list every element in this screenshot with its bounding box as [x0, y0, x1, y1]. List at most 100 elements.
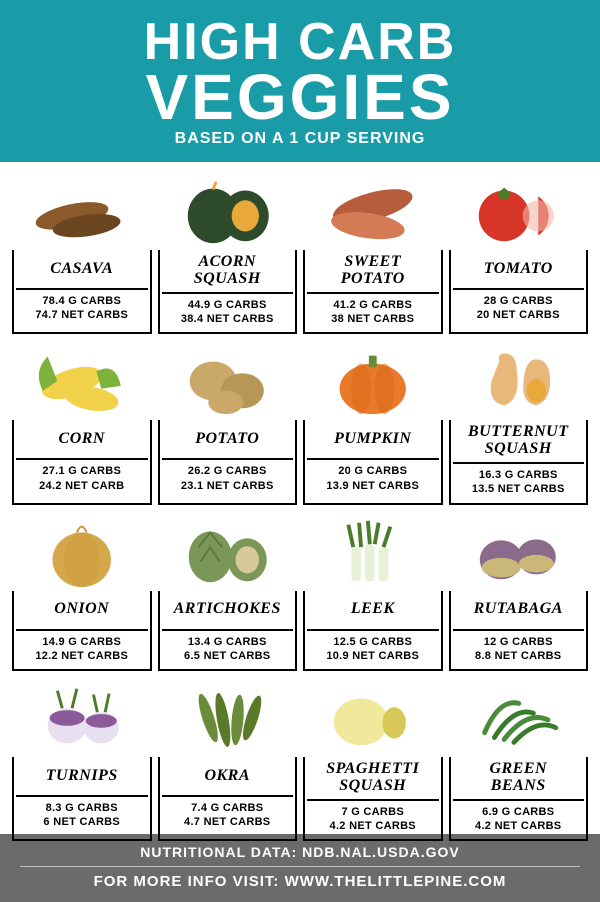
butternut-icon	[449, 342, 589, 420]
veggie-name: RUTABAGA	[453, 595, 585, 631]
veggie-name: GREEN BEANS	[453, 761, 585, 801]
veggie-cell: ARTICHOKES 13.4 G CARBS 6.5 NET CARBS	[158, 513, 298, 672]
veggie-name: BUTTERNUT SQUASH	[453, 424, 585, 464]
veggie-net-carbs: 6 NET CARBS	[16, 815, 148, 829]
spaghetti-squash-icon	[303, 679, 443, 757]
veggie-name: POTATO	[162, 424, 294, 460]
veggie-name: ACORN SQUASH	[162, 254, 294, 294]
veggie-carbs: 28 G CARBS	[453, 294, 585, 308]
veggie-info: POTATO 26.2 G CARBS 23.1 NET CARBS	[158, 420, 298, 504]
veggie-name: OKRA	[162, 761, 294, 797]
veggie-name: LEEK	[307, 595, 439, 631]
veggie-name: ONION	[16, 595, 148, 631]
veggie-net-carbs: 4.2 NET CARBS	[453, 819, 585, 833]
veggie-net-carbs: 4.7 NET CARBS	[162, 815, 294, 829]
veggie-net-carbs: 24.2 NET CARB	[16, 479, 148, 493]
veggie-info: RUTABAGA 12 G CARBS 8.8 NET CARBS	[449, 591, 589, 672]
veggie-net-carbs: 6.5 NET CARBS	[162, 649, 294, 663]
veggie-net-carbs: 12.2 NET CARBS	[16, 649, 148, 663]
okra-icon	[158, 679, 298, 757]
veggie-name: PUMPKIN	[307, 424, 439, 460]
artichoke-icon	[158, 513, 298, 591]
tomato-icon	[449, 172, 589, 250]
veggie-cell: RUTABAGA 12 G CARBS 8.8 NET CARBS	[449, 513, 589, 672]
veggie-info: BUTTERNUT SQUASH 16.3 G CARBS 13.5 NET C…	[449, 420, 589, 504]
veggie-info: LEEK 12.5 G CARBS 10.9 NET CARBS	[303, 591, 443, 672]
veggie-info: GREEN BEANS 6.9 G CARBS 4.2 NET CARBS	[449, 757, 589, 841]
veggie-cell: BUTTERNUT SQUASH 16.3 G CARBS 13.5 NET C…	[449, 342, 589, 504]
veggie-net-carbs: 23.1 NET CARBS	[162, 479, 294, 493]
veggie-net-carbs: 10.9 NET CARBS	[307, 649, 439, 663]
veggie-carbs: 44.9 G CARBS	[162, 298, 294, 312]
header: HIGH CARB VEGGIES BASED ON A 1 CUP SERVI…	[0, 0, 600, 162]
casava-icon	[12, 172, 152, 250]
title-line1: HIGH CARB	[10, 18, 590, 67]
onion-icon	[12, 513, 152, 591]
veggie-cell: OKRA 7.4 G CARBS 4.7 NET CARBS	[158, 679, 298, 841]
leek-icon	[303, 513, 443, 591]
veggie-net-carbs: 13.9 NET CARBS	[307, 479, 439, 493]
veggie-info: OKRA 7.4 G CARBS 4.7 NET CARBS	[158, 757, 298, 841]
veggie-info: ACORN SQUASH 44.9 G CARBS 38.4 NET CARBS	[158, 250, 298, 334]
veggie-cell: TURNIPS 8.3 G CARBS 6 NET CARBS	[12, 679, 152, 841]
veggie-carbs: 27.1 G CARBS	[16, 464, 148, 478]
veggie-carbs: 8.3 G CARBS	[16, 801, 148, 815]
veggie-cell: CORN 27.1 G CARBS 24.2 NET CARB	[12, 342, 152, 504]
footer-source: NUTRITIONAL DATA: NDB.NAL.USDA.GOV	[0, 844, 600, 866]
veggie-name: SPAGHETTI SQUASH	[307, 761, 439, 801]
veggie-carbs: 7.4 G CARBS	[162, 801, 294, 815]
veggie-carbs: 13.4 G CARBS	[162, 635, 294, 649]
corn-icon	[12, 342, 152, 420]
veggie-carbs: 14.9 G CARBS	[16, 635, 148, 649]
veggie-cell: LEEK 12.5 G CARBS 10.9 NET CARBS	[303, 513, 443, 672]
veggie-net-carbs: 74.7 NET CARBS	[16, 308, 148, 322]
veggie-carbs: 12.5 G CARBS	[307, 635, 439, 649]
veggie-name: TURNIPS	[16, 761, 148, 797]
veggie-name: TOMATO	[453, 254, 585, 290]
veggie-carbs: 6.9 G CARBS	[453, 805, 585, 819]
veggie-name: CORN	[16, 424, 148, 460]
veggie-net-carbs: 4.2 NET CARBS	[307, 819, 439, 833]
veggie-info: PUMPKIN 20 G CARBS 13.9 NET CARBS	[303, 420, 443, 504]
footer-divider	[20, 866, 580, 867]
veggie-cell: PUMPKIN 20 G CARBS 13.9 NET CARBS	[303, 342, 443, 504]
veggie-name: SWEET POTATO	[307, 254, 439, 294]
veggie-info: CORN 27.1 G CARBS 24.2 NET CARB	[12, 420, 152, 504]
veggie-cell: ACORN SQUASH 44.9 G CARBS 38.4 NET CARBS	[158, 172, 298, 334]
veggie-cell: TOMATO 28 G CARBS 20 NET CARBS	[449, 172, 589, 334]
veggie-carbs: 12 G CARBS	[453, 635, 585, 649]
veggie-net-carbs: 8.8 NET CARBS	[453, 649, 585, 663]
veggie-cell: SWEET POTATO 41.2 G CARBS 38 NET CARBS	[303, 172, 443, 334]
acorn-squash-icon	[158, 172, 298, 250]
veggie-cell: SPAGHETTI SQUASH 7 G CARBS 4.2 NET CARBS	[303, 679, 443, 841]
veggie-carbs: 7 G CARBS	[307, 805, 439, 819]
rutabaga-icon	[449, 513, 589, 591]
veggie-name: ARTICHOKES	[162, 595, 294, 631]
veggie-cell: ONION 14.9 G CARBS 12.2 NET CARBS	[12, 513, 152, 672]
veggie-grid: CASAVA 78.4 G CARBS 74.7 NET CARBS ACORN…	[0, 162, 600, 834]
veggie-info: TOMATO 28 G CARBS 20 NET CARBS	[449, 250, 589, 334]
veggie-net-carbs: 20 NET CARBS	[453, 308, 585, 322]
veggie-info: ARTICHOKES 13.4 G CARBS 6.5 NET CARBS	[158, 591, 298, 672]
veggie-cell: POTATO 26.2 G CARBS 23.1 NET CARBS	[158, 342, 298, 504]
pumpkin-icon	[303, 342, 443, 420]
subtitle: BASED ON A 1 CUP SERVING	[10, 130, 590, 148]
veggie-net-carbs: 38.4 NET CARBS	[162, 312, 294, 326]
sweet-potato-icon	[303, 172, 443, 250]
title-line2: VEGGIES	[10, 67, 590, 128]
veggie-info: ONION 14.9 G CARBS 12.2 NET CARBS	[12, 591, 152, 672]
footer: NUTRITIONAL DATA: NDB.NAL.USDA.GOV FOR M…	[0, 834, 600, 902]
green-beans-icon	[449, 679, 589, 757]
potato-icon	[158, 342, 298, 420]
veggie-carbs: 16.3 G CARBS	[453, 468, 585, 482]
footer-link: FOR MORE INFO VISIT: WWW.THELITTLEPINE.C…	[0, 873, 600, 890]
turnip-icon	[12, 679, 152, 757]
veggie-info: TURNIPS 8.3 G CARBS 6 NET CARBS	[12, 757, 152, 841]
veggie-info: CASAVA 78.4 G CARBS 74.7 NET CARBS	[12, 250, 152, 334]
veggie-info: SWEET POTATO 41.2 G CARBS 38 NET CARBS	[303, 250, 443, 334]
veggie-carbs: 26.2 G CARBS	[162, 464, 294, 478]
veggie-net-carbs: 38 NET CARBS	[307, 312, 439, 326]
veggie-cell: GREEN BEANS 6.9 G CARBS 4.2 NET CARBS	[449, 679, 589, 841]
veggie-info: SPAGHETTI SQUASH 7 G CARBS 4.2 NET CARBS	[303, 757, 443, 841]
veggie-name: CASAVA	[16, 254, 148, 290]
